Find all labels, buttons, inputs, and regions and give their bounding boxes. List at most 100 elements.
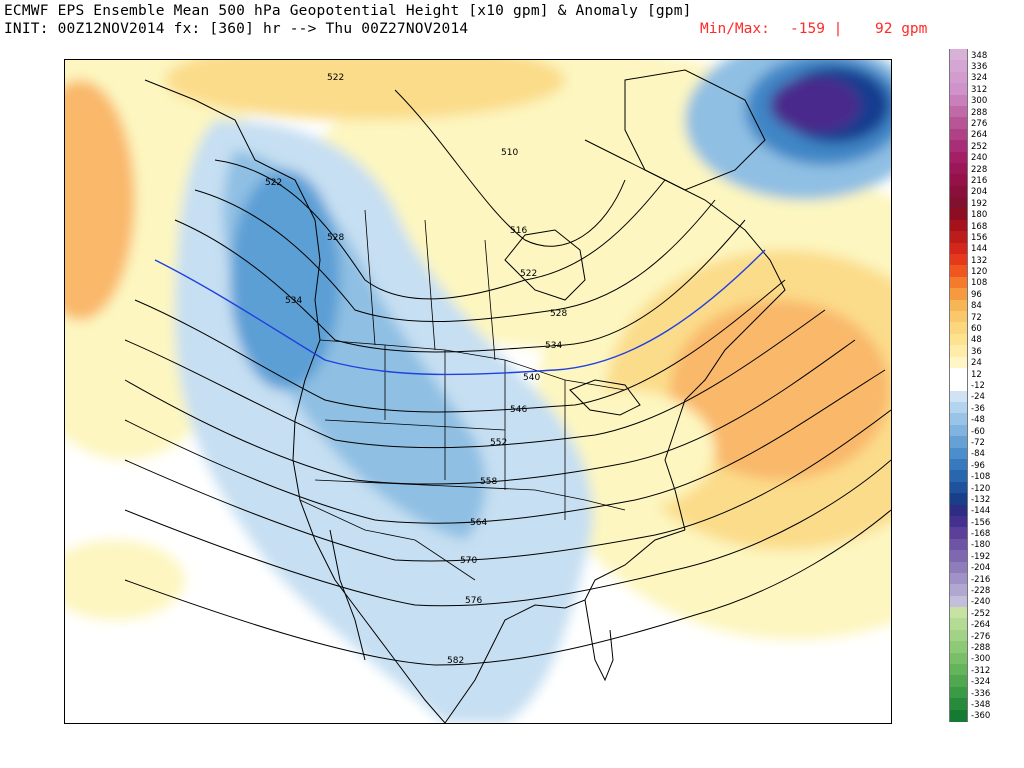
legend-label: 156 <box>971 232 988 243</box>
legend-swatch <box>949 151 968 164</box>
legend-swatch <box>949 607 968 620</box>
legend-swatch <box>949 424 968 437</box>
legend-label: 24 <box>971 358 982 369</box>
legend-swatch <box>949 493 968 506</box>
legend-label: 180 <box>971 210 988 221</box>
positive-anomaly-pacific-core <box>65 80 135 320</box>
contour-570 <box>124 409 891 562</box>
legend-swatch <box>949 288 968 301</box>
legend-swatch <box>949 459 968 472</box>
legend-swatch <box>949 333 968 346</box>
legend-swatch <box>949 174 968 187</box>
legend-label: -144 <box>971 506 991 517</box>
legend-label: -12 <box>971 381 985 391</box>
legend-label: -264 <box>971 620 991 631</box>
legend-swatch <box>949 117 968 130</box>
legend-label: 216 <box>971 175 988 186</box>
legend-swatch <box>949 618 968 631</box>
legend-label: -360 <box>971 711 991 722</box>
baja-coast <box>329 529 366 661</box>
legend-label: 144 <box>971 244 988 255</box>
legend-swatch <box>949 572 968 585</box>
minmax-label: Min/Max: <box>700 21 770 37</box>
legend-swatch <box>949 83 968 96</box>
legend-label: 168 <box>971 221 988 232</box>
legend-label: 336 <box>971 62 988 73</box>
legend-swatch <box>949 538 968 551</box>
us-mexico-border <box>299 499 476 581</box>
legend-swatch <box>949 71 968 84</box>
legend-label: -240 <box>971 597 991 608</box>
legend-swatch <box>949 561 968 574</box>
legend-label: 72 <box>971 312 982 323</box>
map-canvas: 522 522 516 528 534 522 528 534 540 546 … <box>65 60 891 723</box>
legend-label: 48 <box>971 335 982 346</box>
legend-label: -216 <box>971 574 991 585</box>
contour-label: 522 <box>265 178 282 188</box>
height-contours <box>124 89 891 666</box>
legend-label: -180 <box>971 540 991 551</box>
contour-label: 534 <box>285 296 302 306</box>
legend-swatch <box>949 49 968 61</box>
contour-label: 558 <box>480 477 497 487</box>
legend-label: -36 <box>971 403 985 414</box>
contour-558 <box>124 339 856 485</box>
legend-swatch <box>949 208 968 221</box>
legend-label: 276 <box>971 119 988 130</box>
positive-anomaly-southwest <box>65 540 185 620</box>
legend-swatch <box>949 242 968 255</box>
positive-anomaly-arctic-top <box>165 60 565 120</box>
contour-label: 528 <box>550 309 567 319</box>
legend-label: 192 <box>971 198 988 209</box>
legend-label: 348 <box>971 50 988 61</box>
contour-534 <box>174 219 746 353</box>
legend-label: -72 <box>971 437 985 448</box>
contour-label: 534 <box>545 341 562 351</box>
legend-swatch <box>949 709 968 722</box>
contour-label: 576 <box>465 596 482 606</box>
legend-swatch <box>949 595 968 608</box>
legend-label: 108 <box>971 278 988 289</box>
hudson-bay <box>504 229 586 301</box>
contour-label: 546 <box>510 405 527 415</box>
legend-swatch <box>949 185 968 198</box>
contour-label: 522 <box>520 269 537 279</box>
legend-label: 288 <box>971 107 988 118</box>
legend-swatch <box>949 629 968 642</box>
great-lakes <box>569 379 641 416</box>
map-title: ECMWF EPS Ensemble Mean 500 hPa Geopoten… <box>4 3 692 19</box>
legend-label: -204 <box>971 563 991 574</box>
provincial-line-2 <box>424 219 436 351</box>
legend-swatch <box>949 60 968 73</box>
legend-label: 36 <box>971 346 982 357</box>
provincial-line-1 <box>364 209 376 346</box>
contour-576 <box>124 459 891 607</box>
legend-label: 228 <box>971 164 988 175</box>
legend-label: 12 <box>971 369 982 380</box>
legend-label: -324 <box>971 677 991 688</box>
legend-swatch <box>949 641 968 654</box>
legend-swatch <box>949 481 968 494</box>
legend-label: -108 <box>971 472 991 483</box>
legend-swatch <box>949 276 968 289</box>
legend-label: 312 <box>971 84 988 95</box>
min-value: -159 | <box>790 21 843 37</box>
legend-swatch <box>949 447 968 460</box>
legend-swatch <box>949 527 968 540</box>
legend-label: 252 <box>971 141 988 152</box>
legend-swatch <box>949 379 968 392</box>
legend-swatch <box>949 436 968 449</box>
contour-label-group: 522 522 516 528 534 522 528 534 540 546 … <box>265 73 567 666</box>
legend-swatch <box>949 345 968 358</box>
legend-label: 264 <box>971 130 988 141</box>
legend-swatch <box>949 470 968 483</box>
legend-label: 84 <box>971 301 982 312</box>
legend-label: -276 <box>971 631 991 642</box>
legend-swatch <box>949 504 968 517</box>
legend-swatch <box>949 162 968 175</box>
contour-label: 528 <box>327 233 344 243</box>
political-boundaries <box>299 209 626 581</box>
anomaly-map: 522 522 516 528 534 522 528 534 540 546 … <box>64 59 892 724</box>
legend-label: -132 <box>971 494 991 505</box>
provincial-line-3 <box>484 239 496 361</box>
